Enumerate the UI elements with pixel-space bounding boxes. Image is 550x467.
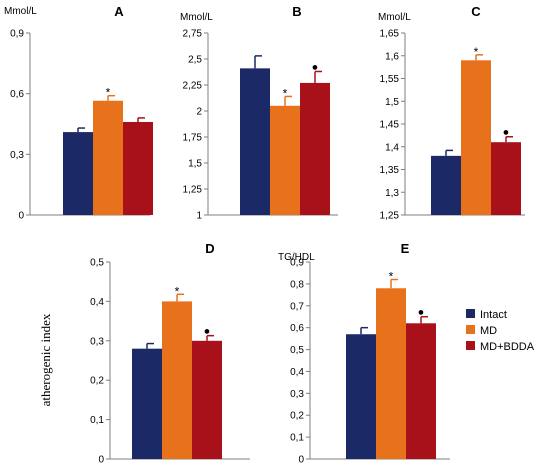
panel-c-tick-label: 1,5 xyxy=(385,97,399,108)
panel-b-tick-label: 1,5 xyxy=(188,159,202,170)
panel-b-tick-label: 1,75 xyxy=(183,133,203,144)
legend-swatch xyxy=(466,325,475,334)
panel-d-tick-label: 0,5 xyxy=(90,258,104,269)
panel-c-tick-label: 1,6 xyxy=(385,51,399,62)
legend-label: MD+BDDA xyxy=(480,341,535,353)
panel-c-bar-md-bdda xyxy=(491,142,521,215)
panel-b-bar-md-bdda xyxy=(300,82,330,215)
panel-e-ylabel: TG/HDL xyxy=(278,252,315,263)
panel-e-significance-dot: ● xyxy=(418,307,425,319)
legend-swatch xyxy=(466,309,475,318)
panel-c-tick-label: 1,65 xyxy=(380,29,400,40)
panel-e-tick-label: 0,6 xyxy=(290,323,304,334)
legend-swatch xyxy=(466,341,475,350)
panel-e-tick-label: 0,3 xyxy=(290,389,304,400)
panel-b-tick-label: 2,75 xyxy=(183,29,203,40)
legend-label: Intact xyxy=(480,309,507,321)
panel-d-bar-md xyxy=(162,301,192,459)
panel-e-tick-label: 0,5 xyxy=(290,345,304,356)
panel-e-tick-label: 0 xyxy=(298,455,304,466)
panel-a-letter: A xyxy=(114,4,124,19)
panel-e-tick-label: 0,2 xyxy=(290,411,304,422)
panel-c-bar-md xyxy=(461,60,491,215)
panel-a-bar-md-bdda xyxy=(123,121,153,215)
panel-c-tick-label: 1,55 xyxy=(380,74,400,85)
panel-d-ylabel: atherogenic index xyxy=(38,313,53,406)
panel-a-bar-intact xyxy=(63,132,93,215)
panel-e-letter: E xyxy=(401,241,410,256)
panel-d-tick-label: 0,4 xyxy=(90,297,104,308)
panel-d-tick-label: 0,1 xyxy=(90,415,104,426)
panel-c-bar-intact xyxy=(431,155,461,215)
panel-d-tick-label: 0,2 xyxy=(90,376,104,387)
panel-a-tick-label: 0,6 xyxy=(10,89,24,100)
panel-e-tick-label: 0,4 xyxy=(290,367,304,378)
panel-a-significance-asterisk: * xyxy=(106,86,111,100)
panel-e-tick-label: 0,7 xyxy=(290,301,304,312)
panel-b-ylabel: Mmol/L xyxy=(180,12,213,23)
panel-e-bar-md xyxy=(376,288,406,459)
panel-c-tick-label: 1,35 xyxy=(380,165,400,176)
panel-c-significance-asterisk: * xyxy=(474,45,479,59)
panel-e-bar-md-bdda xyxy=(406,323,436,459)
panel-d-letter: D xyxy=(205,241,214,256)
panel-e-tick-label: 0,9 xyxy=(290,258,304,269)
panel-e-significance-asterisk: * xyxy=(389,270,394,284)
panel-d-significance-dot: ● xyxy=(204,326,211,338)
panel-d-significance-asterisk: * xyxy=(175,284,180,298)
panel-b-bar-md xyxy=(270,105,300,215)
panel-b-tick-label: 2,25 xyxy=(183,81,203,92)
panel-d-bar-md-bdda xyxy=(192,340,222,459)
panel-c-letter: C xyxy=(471,4,481,19)
panel-b-bar-intact xyxy=(240,68,270,215)
legend-label: MD xyxy=(480,325,497,337)
panel-d-tick-label: 0 xyxy=(98,455,104,466)
panel-b-tick-label: 2,5 xyxy=(188,55,202,66)
panel-d-tick-label: 0,3 xyxy=(90,336,104,347)
panel-a-tick-label: 0,9 xyxy=(10,29,24,40)
panel-e-bar-intact xyxy=(346,334,376,459)
panel-d-bar-intact xyxy=(132,348,162,459)
panel-b-significance-dot: ● xyxy=(312,61,319,73)
panel-b-tick-label: 1,25 xyxy=(183,185,203,196)
panel-a-tick-label: 0,3 xyxy=(10,150,24,161)
panel-b-tick-label: 1 xyxy=(196,211,202,222)
panel-c-tick-label: 1,3 xyxy=(385,188,399,199)
panel-c-tick-label: 1,45 xyxy=(380,120,400,131)
panel-b-significance-asterisk: * xyxy=(283,86,288,100)
panel-c-tick-label: 1,4 xyxy=(385,142,399,153)
panel-b-tick-label: 2 xyxy=(196,107,202,118)
panel-e-tick-label: 0,8 xyxy=(290,279,304,290)
panel-c-ylabel: Mmol/L xyxy=(378,12,411,23)
panel-a-ylabel: Mmol/L xyxy=(4,6,37,17)
panel-a-tick-label: 0 xyxy=(18,211,24,222)
panel-c-tick-label: 1,25 xyxy=(380,211,400,222)
panel-e-tick-label: 0,1 xyxy=(290,433,304,444)
panel-c-significance-dot: ● xyxy=(503,127,510,139)
panel-b-letter: B xyxy=(292,4,301,19)
panel-a-bar-md xyxy=(93,100,123,215)
